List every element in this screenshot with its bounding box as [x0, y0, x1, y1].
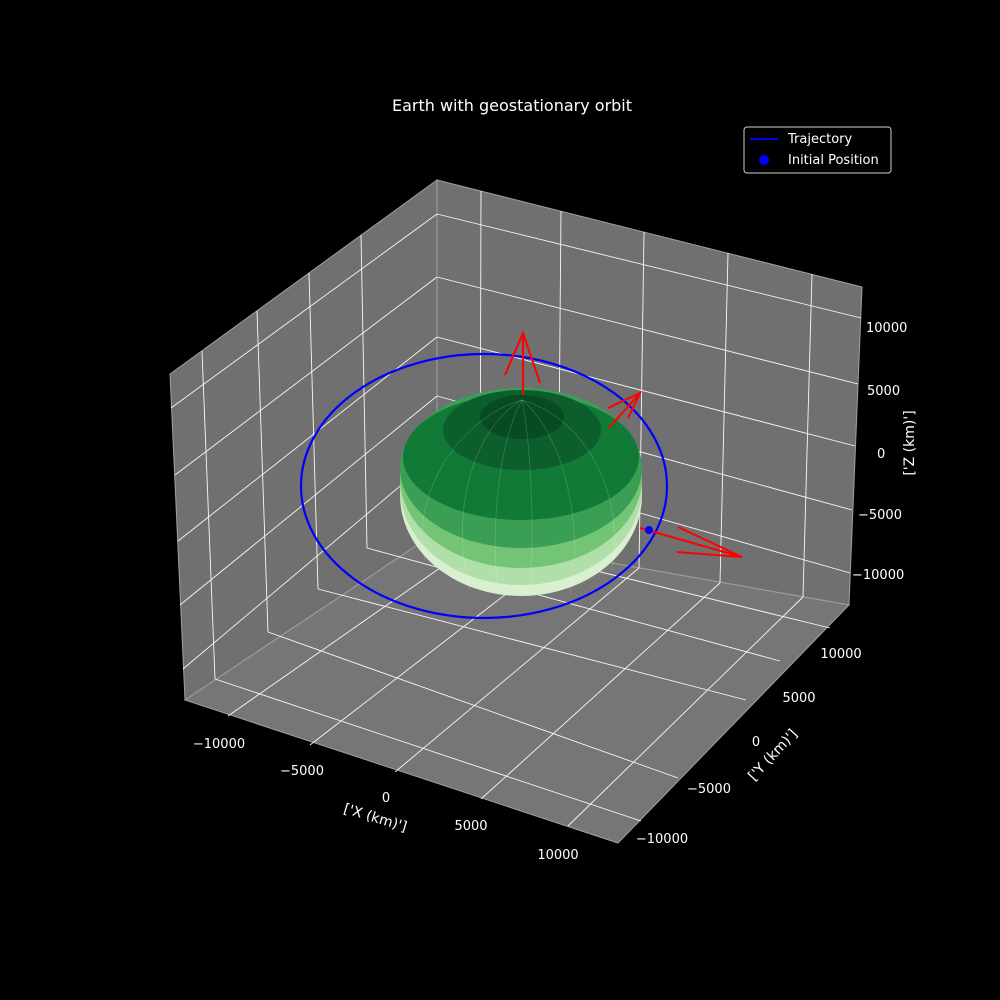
pane-floor — [183, 531, 851, 844]
z-tick-label: −10000 — [852, 568, 904, 583]
x-tick-label: 10000 — [537, 848, 578, 863]
y-tick-label: −5000 — [687, 782, 731, 797]
vector-y — [607, 390, 643, 429]
vectors — [504, 330, 743, 558]
x-tick-label: 5000 — [454, 819, 487, 834]
z-tick-label: −5000 — [858, 508, 902, 523]
y-tick-label: −10000 — [636, 832, 688, 847]
legend: Trajectory Initial Position — [743, 126, 892, 174]
x-axis-ticks: −10000 −5000 0 5000 10000 — [193, 737, 579, 863]
earth-meridians — [421, 399, 616, 598]
grid-lines — [170, 190, 862, 827]
z-axis-ticks: −10000 −5000 0 5000 10000 — [852, 321, 907, 583]
y-tick-label: 10000 — [820, 647, 861, 662]
z-tick-label: 5000 — [867, 384, 900, 399]
legend-initial-position-label: Initial Position — [788, 153, 879, 168]
x-tick-label: −10000 — [193, 737, 245, 752]
trajectory-orbit — [299, 352, 669, 620]
legend-trajectory-label: Trajectory — [787, 132, 852, 147]
x-tick-label: 0 — [382, 791, 390, 806]
vector-z — [504, 330, 541, 395]
vector-x — [639, 526, 743, 558]
y-tick-label: 5000 — [782, 691, 815, 706]
legend-initial-position-dot — [759, 155, 769, 165]
y-axis-ticks: −10000 −5000 0 5000 10000 — [636, 647, 862, 847]
z-tick-label: 0 — [877, 447, 885, 462]
z-axis-label: ['Z (km)'] — [902, 410, 918, 475]
initial-position-marker — [645, 526, 653, 534]
z-tick-label: 10000 — [866, 321, 907, 336]
x-tick-label: −5000 — [280, 764, 324, 779]
legend-box — [743, 126, 892, 174]
chart-title: Earth with geostationary orbit — [392, 96, 632, 115]
earth-cap-top — [480, 395, 564, 439]
y-tick-label: 0 — [752, 735, 760, 750]
earth-surface — [400, 388, 642, 598]
